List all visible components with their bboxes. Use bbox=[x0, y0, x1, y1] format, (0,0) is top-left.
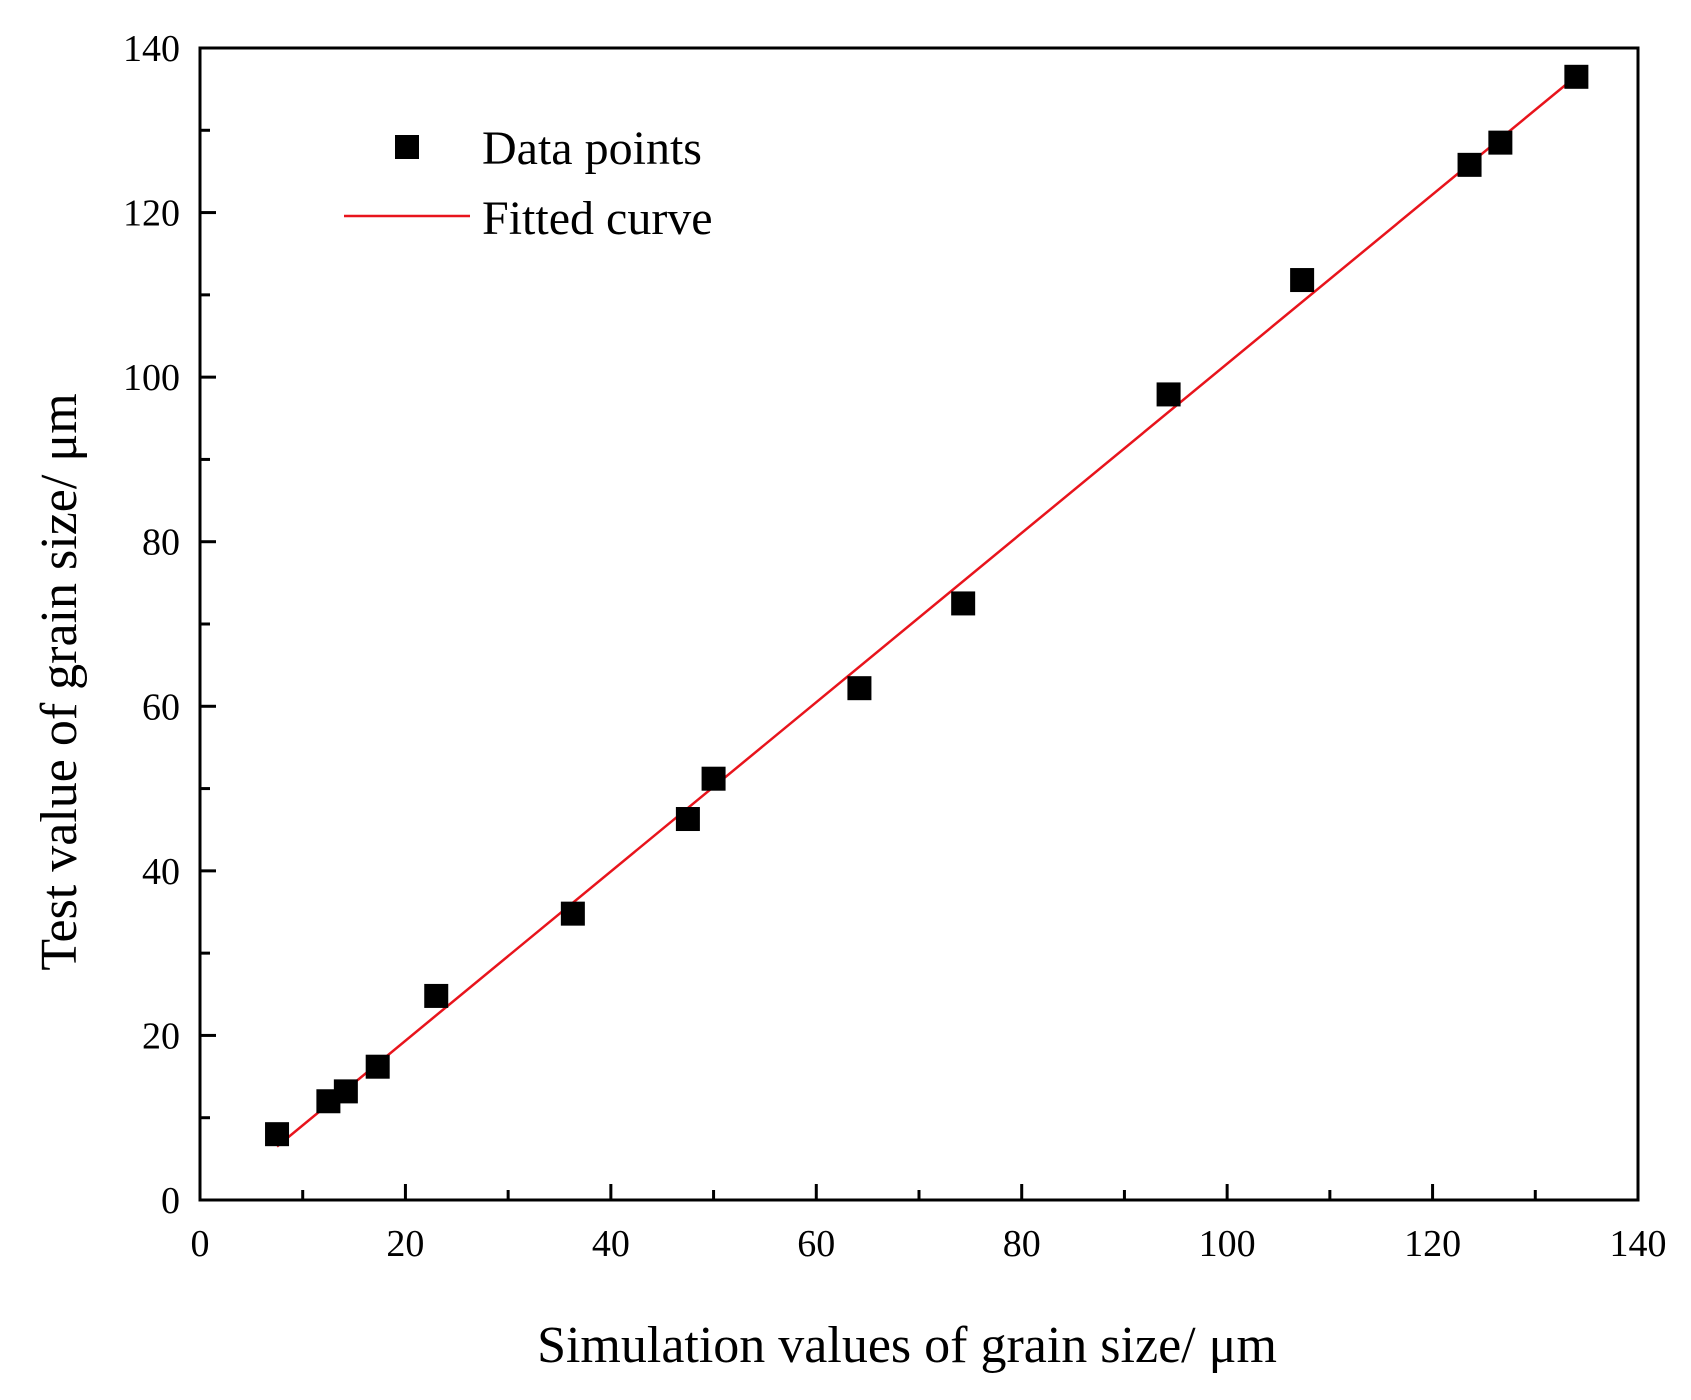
y-tick-label: 20 bbox=[142, 1015, 180, 1057]
data-point bbox=[847, 676, 872, 701]
x-tick-label: 140 bbox=[1610, 1223, 1667, 1265]
data-point bbox=[1290, 268, 1315, 293]
y-tick-label: 140 bbox=[123, 28, 180, 70]
x-tick-label: 20 bbox=[386, 1223, 424, 1265]
y-tick-label: 80 bbox=[142, 522, 180, 564]
data-point bbox=[1156, 382, 1181, 407]
y-tick-label: 40 bbox=[142, 851, 180, 893]
data-point bbox=[1457, 152, 1482, 177]
data-point bbox=[365, 1054, 390, 1079]
legend: Data points Fitted curve bbox=[344, 122, 713, 245]
plot-border bbox=[198, 46, 1640, 1202]
data-points-layer bbox=[265, 64, 1589, 1147]
data-point bbox=[675, 807, 700, 832]
data-point bbox=[560, 901, 585, 926]
data-point bbox=[333, 1079, 358, 1104]
data-point bbox=[265, 1122, 290, 1147]
data-point bbox=[1564, 64, 1589, 89]
y-tick-label: 100 bbox=[123, 357, 180, 399]
legend-label-data-points: Data points bbox=[482, 122, 702, 175]
x-tick-label: 60 bbox=[797, 1223, 835, 1265]
data-point bbox=[951, 591, 976, 616]
x-tick-label: 40 bbox=[592, 1223, 630, 1265]
fitted-curve-layer bbox=[276, 75, 1578, 1148]
x-tick-label: 120 bbox=[1404, 1223, 1461, 1265]
plot-frame bbox=[198, 46, 1640, 1202]
data-point bbox=[1488, 130, 1513, 155]
legend-square-marker bbox=[395, 135, 419, 159]
data-point bbox=[701, 766, 726, 791]
y-axis-title: Test value of grain size/ μm bbox=[31, 393, 88, 970]
data-point bbox=[424, 983, 449, 1008]
legend-label-fitted-curve: Fitted curve bbox=[482, 192, 713, 245]
fitted-curve-line bbox=[276, 75, 1578, 1148]
y-tick-label: 0 bbox=[161, 1180, 180, 1222]
x-tick-label: 100 bbox=[1199, 1223, 1256, 1265]
axes: 0 20 40 60 80 100 120 140 0 20 40 60 80 100 120 140 bbox=[123, 28, 1667, 1265]
x-tick-label: 80 bbox=[1003, 1223, 1041, 1265]
x-axis-title: Simulation values of grain size/ μm bbox=[537, 1317, 1277, 1374]
y-tick-label: 120 bbox=[123, 193, 180, 235]
y-tick-label: 60 bbox=[142, 686, 180, 728]
x-tick-label: 0 bbox=[191, 1223, 210, 1265]
